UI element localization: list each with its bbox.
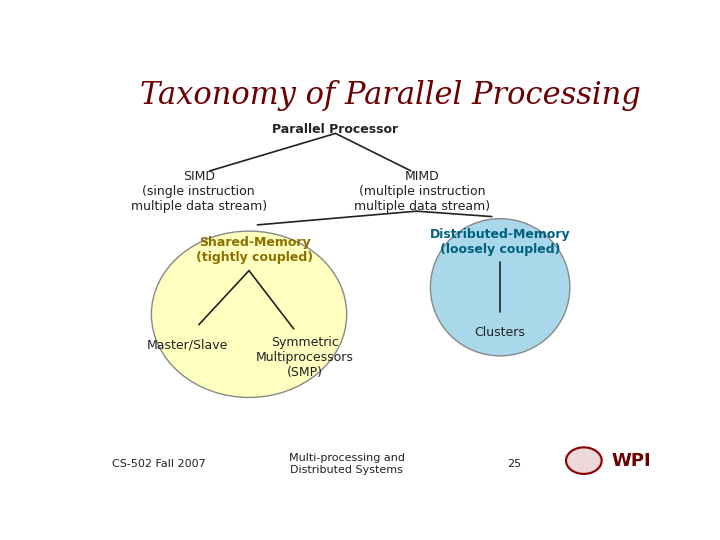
Text: 25: 25 <box>507 459 521 469</box>
Text: Taxonomy of Parallel Processing: Taxonomy of Parallel Processing <box>140 80 641 111</box>
Ellipse shape <box>151 231 346 397</box>
Text: SIMD
(single instruction
multiple data stream): SIMD (single instruction multiple data s… <box>131 170 267 213</box>
Text: WPI: WPI <box>612 451 652 470</box>
Text: Clusters: Clusters <box>474 327 526 340</box>
Text: MIMD
(multiple instruction
multiple data stream): MIMD (multiple instruction multiple data… <box>354 170 490 213</box>
Text: Distributed-Memory
(loosely coupled): Distributed-Memory (loosely coupled) <box>430 227 570 255</box>
Text: Symmetric
Multiprocessors
(SMP): Symmetric Multiprocessors (SMP) <box>256 336 354 380</box>
Text: Multi-processing and
Distributed Systems: Multi-processing and Distributed Systems <box>289 453 405 475</box>
Text: Master/Slave: Master/Slave <box>147 339 228 352</box>
Text: Shared-Memory
(tightly coupled): Shared-Memory (tightly coupled) <box>196 236 313 264</box>
Text: Parallel Processor: Parallel Processor <box>272 123 399 136</box>
Ellipse shape <box>431 219 570 356</box>
Circle shape <box>567 448 600 473</box>
Text: CS-502 Fall 2007: CS-502 Fall 2007 <box>112 459 206 469</box>
